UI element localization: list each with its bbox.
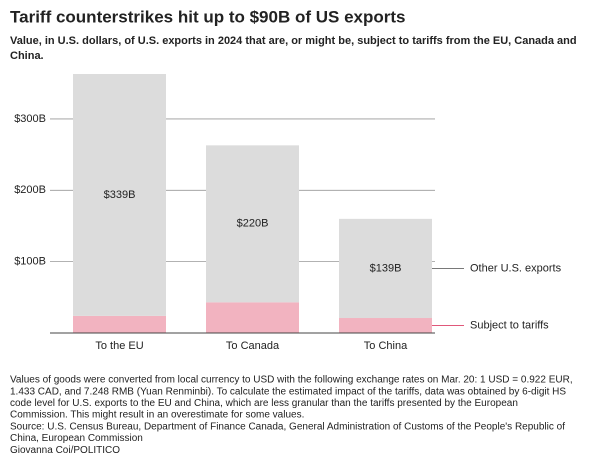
- bar-segment: [206, 302, 299, 333]
- legend-label: Other U.S. exports: [470, 262, 562, 274]
- note: 1.433 CAD, and 7.248 RMB (Yuan Renminbi)…: [10, 386, 566, 397]
- value-label: $339B: [104, 189, 136, 201]
- note: Source: U.S. Census Bureau, Department o…: [10, 421, 565, 432]
- y-tick-label: $100B: [14, 256, 46, 268]
- note: Commission. This might result in an over…: [10, 410, 304, 421]
- chart-title: Tariff counterstrikes hit up to $90B of …: [10, 7, 405, 26]
- note: Giovanna Coi/POLITICO: [10, 445, 120, 456]
- x-tick-label: To the EU: [95, 340, 143, 352]
- bar-segment: [73, 315, 166, 333]
- bar-segment: [339, 318, 432, 333]
- y-tick-label: $200B: [14, 184, 46, 196]
- legend-label: Subject to tariffs: [470, 319, 549, 331]
- subtitle: Value, in U.S. dollars, of U.S. exports …: [10, 35, 577, 47]
- x-tick-label: To Canada: [226, 340, 280, 352]
- x-tick-label: To China: [364, 340, 408, 352]
- value-label: $139B: [370, 262, 402, 274]
- value-label: $220B: [237, 218, 269, 230]
- bar-segment: [339, 218, 432, 319]
- bar-segment: [206, 145, 299, 303]
- note: Values of goods were converted from loca…: [10, 375, 573, 386]
- bar-segment: [73, 73, 166, 316]
- note: code level for U.S. exports to the EU an…: [10, 398, 518, 409]
- y-tick-label: $300B: [14, 113, 46, 125]
- note: China, European Commission: [10, 433, 143, 444]
- subtitle: China.: [10, 50, 44, 62]
